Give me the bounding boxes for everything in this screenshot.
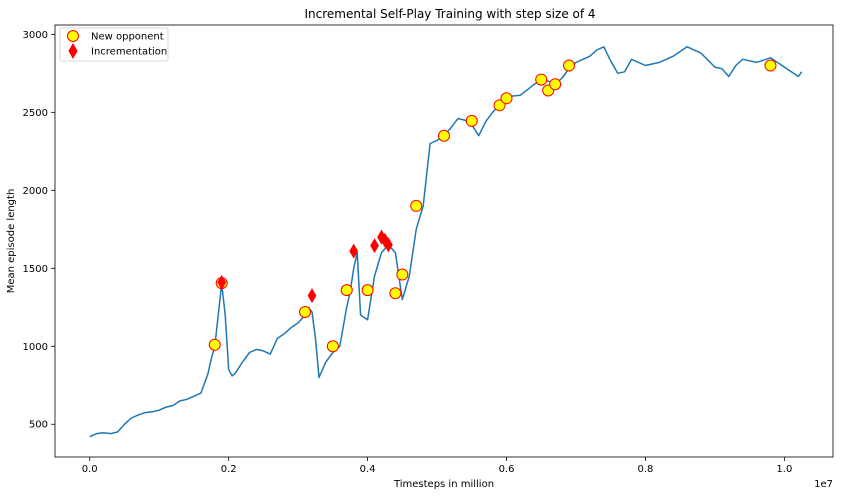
- new-opponent-point: [465, 114, 478, 127]
- new-opponent-point: [361, 284, 374, 297]
- incrementation-point: [217, 274, 227, 290]
- series-layer: [89, 46, 803, 438]
- x-tick-label: 0.6: [499, 464, 515, 475]
- x-tick-label: 0.4: [360, 464, 376, 475]
- x-tick-label: 0.2: [221, 464, 237, 475]
- x-axis-ticks: 0.0 0.2 0.4 0.6 0.8 1.0: [82, 457, 792, 475]
- x-axis-offset-label: 1e7: [814, 479, 833, 490]
- incrementation-point: [307, 288, 317, 304]
- x-axis-label: Timesteps in million: [393, 479, 494, 490]
- y-tick-label: 500: [29, 420, 48, 431]
- incrementation-point: [370, 238, 379, 254]
- incrementation-point: [349, 243, 359, 259]
- new-opponent-point: [340, 284, 353, 297]
- x-tick-label: 0.0: [82, 464, 98, 475]
- plot-area: 0.0 0.2 0.4 0.6 0.8 1.0 500 1000 1500 2000 2500 30…: [23, 24, 834, 475]
- new-opponent-point: [389, 287, 402, 300]
- new-opponent-point: [764, 59, 777, 72]
- x-tick-label: 1.0: [776, 464, 792, 475]
- new-opponent-point: [438, 129, 450, 142]
- y-tick-label: 1500: [23, 264, 48, 275]
- x-tick-label: 0.8: [637, 464, 653, 475]
- chart-title: Incremental Self-Play Training with step…: [304, 7, 595, 21]
- series-line-mean-episode-length: [89, 46, 803, 438]
- y-tick-label: 1000: [23, 342, 48, 353]
- incrementation-point: [384, 237, 393, 253]
- y-tick-label: 3000: [23, 30, 48, 41]
- y-tick-label: 2000: [23, 186, 48, 197]
- legend-box: [59, 27, 169, 62]
- new-opponent-point: [326, 340, 339, 353]
- legend: New opponent Incrementation: [59, 27, 169, 62]
- new-opponent-point: [535, 73, 548, 86]
- y-tick-label: 2500: [23, 108, 48, 119]
- new-opponent-point: [500, 92, 513, 105]
- new-opponent-point: [299, 305, 312, 318]
- legend-marker-incrementation: [68, 42, 78, 60]
- new-opponent-point: [410, 199, 423, 212]
- legend-marker-new-opponent: [67, 30, 79, 42]
- y-axis-label: Mean episode length: [6, 189, 17, 294]
- new-opponent-point: [396, 268, 409, 281]
- y-axis-ticks: 500 1000 1500 2000 2500 3000: [23, 30, 55, 431]
- new-opponent-point: [563, 59, 576, 72]
- new-opponent-point: [549, 78, 562, 91]
- new-opponent-point: [208, 338, 221, 351]
- legend-label-new-opponent: New opponent: [91, 32, 164, 43]
- axes-frame: [54, 24, 834, 458]
- legend-label-incrementation: Incrementation: [91, 47, 167, 58]
